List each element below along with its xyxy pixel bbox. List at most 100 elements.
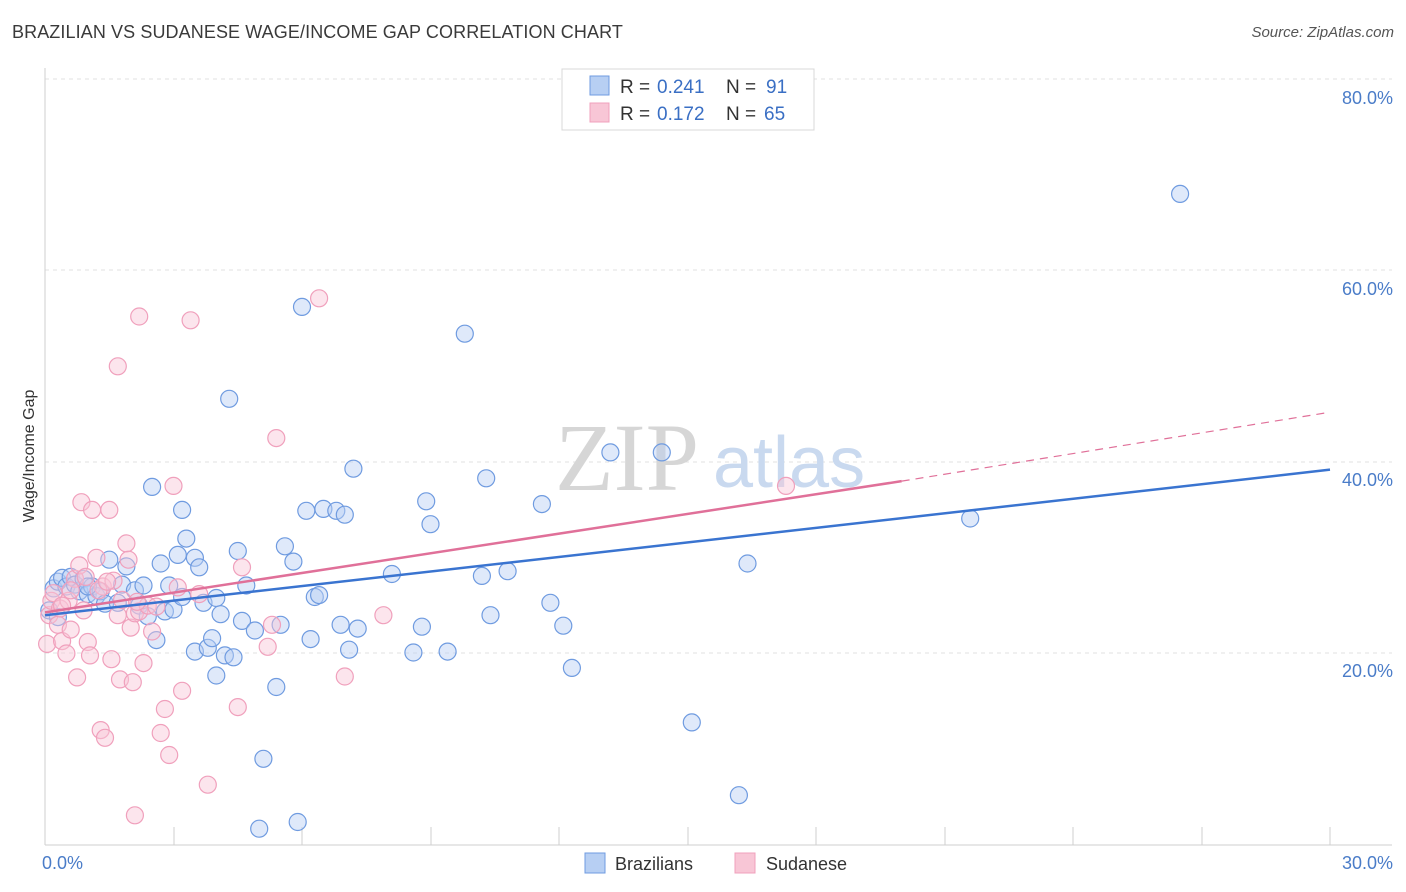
brazilian-point xyxy=(421,515,440,534)
y-tick-label-80: 80.0% xyxy=(1342,88,1393,108)
brazilian-point xyxy=(245,621,264,640)
bottom-legend-swatch-brazilians xyxy=(584,852,606,874)
brazilian-point xyxy=(327,501,346,520)
brazilian-point xyxy=(348,619,367,638)
points-layer xyxy=(37,184,1190,838)
sudanese-point xyxy=(87,548,106,567)
brazilian-point xyxy=(211,605,230,624)
sudanese-point xyxy=(160,745,179,765)
sudanese-point xyxy=(198,775,217,794)
brazilian-point xyxy=(961,509,980,528)
sudanese-point xyxy=(117,534,136,553)
sudanese-point xyxy=(374,606,393,625)
brazilian-point xyxy=(541,593,560,612)
sudanese-point xyxy=(267,429,286,448)
brazilian-point xyxy=(254,749,273,768)
sudanese-point xyxy=(125,806,144,825)
brazilian-point xyxy=(301,629,320,649)
sudanese-point xyxy=(95,728,115,747)
legend-n-label: N = xyxy=(726,104,756,125)
sudanese-trend-extension xyxy=(901,411,1331,482)
brazilian-point xyxy=(267,677,286,697)
brazilian-point xyxy=(203,629,222,648)
brazilian-point xyxy=(335,505,354,524)
sudanese-point xyxy=(80,646,100,665)
brazilian-point xyxy=(477,469,496,488)
sudanese-point xyxy=(151,723,170,743)
sudanese-point xyxy=(100,500,119,519)
legend-swatch-sudanese xyxy=(589,102,610,123)
brazilian-point xyxy=(228,541,247,561)
brazilian-point xyxy=(601,443,620,462)
brazilian-point xyxy=(284,552,303,571)
brazilian-point xyxy=(738,554,757,573)
sudanese-point xyxy=(61,620,80,639)
x-tick-label-30: 30.0% xyxy=(1342,853,1393,873)
bottom-legend-sudanese: Sudanese xyxy=(766,854,847,874)
brazilian-point xyxy=(652,443,671,462)
brazilian-point xyxy=(729,786,749,805)
sudanese-point xyxy=(147,597,166,616)
brazilian-point xyxy=(682,713,701,732)
sudanese-point xyxy=(108,606,127,625)
brazilian-point xyxy=(147,630,166,650)
legend-r-label: R = xyxy=(620,77,650,98)
brazilian-point xyxy=(250,819,269,838)
sudanese-point xyxy=(310,289,329,308)
brazilian-point xyxy=(220,389,239,408)
legend-swatch-brazilians xyxy=(589,75,610,96)
sudanese-point xyxy=(102,650,121,669)
legend-r-value: 0.172 xyxy=(657,104,705,125)
brazilian-point xyxy=(532,495,552,514)
sudanese-point xyxy=(121,618,140,637)
sudanese-point xyxy=(262,615,282,634)
legend-r-value: 0.241 xyxy=(657,77,705,98)
brazilian-point xyxy=(412,617,431,636)
sudanese-point xyxy=(119,550,138,569)
sudanese-point xyxy=(70,556,89,575)
brazilian-point xyxy=(344,459,363,478)
brazilian-point xyxy=(292,297,312,316)
brazilian-point xyxy=(340,640,359,659)
sudanese-point xyxy=(97,572,117,591)
brazilian-point xyxy=(207,666,226,685)
brazilians-trend-line xyxy=(44,468,1331,617)
brazilian-point xyxy=(173,500,192,519)
brazilian-point xyxy=(310,585,329,605)
sudanese-trend-line xyxy=(44,479,902,614)
sudanese-point xyxy=(232,558,252,577)
sudanese-point xyxy=(57,644,76,663)
sudanese-point xyxy=(155,699,174,719)
brazilian-point xyxy=(168,545,187,565)
brazilian-point xyxy=(297,501,316,520)
brazilian-point xyxy=(143,477,162,496)
brazilian-point xyxy=(1170,184,1190,203)
sudanese-point xyxy=(335,667,354,686)
sudanese-point xyxy=(164,476,183,495)
bottom-legend-swatch-sudanese xyxy=(734,852,756,874)
legend-n-value: 65 xyxy=(764,104,785,125)
x-axis-ticks xyxy=(173,827,1331,845)
sudanese-point xyxy=(258,637,277,656)
sudanese-point xyxy=(128,592,147,611)
brazilian-point xyxy=(404,643,423,662)
sudanese-point xyxy=(134,653,153,673)
sudanese-point xyxy=(78,632,97,652)
sudanese-point xyxy=(123,673,142,692)
sudanese-point xyxy=(130,307,149,326)
sudanese-point xyxy=(228,697,247,717)
brazilian-point xyxy=(455,324,474,343)
watermark-zip: ZIP xyxy=(555,404,699,511)
sudanese-point xyxy=(76,567,95,587)
legend-r-label: R = xyxy=(620,104,650,125)
sudanese-point xyxy=(67,668,87,687)
brazilian-point xyxy=(134,576,153,595)
sudanese-point xyxy=(82,500,102,519)
brazilian-point xyxy=(438,642,457,661)
brazilian-point xyxy=(177,529,196,548)
brazilian-point xyxy=(151,554,170,573)
brazilian-point xyxy=(288,812,307,832)
y-tick-label-40: 40.0% xyxy=(1342,470,1393,490)
sudanese-point xyxy=(37,634,57,654)
